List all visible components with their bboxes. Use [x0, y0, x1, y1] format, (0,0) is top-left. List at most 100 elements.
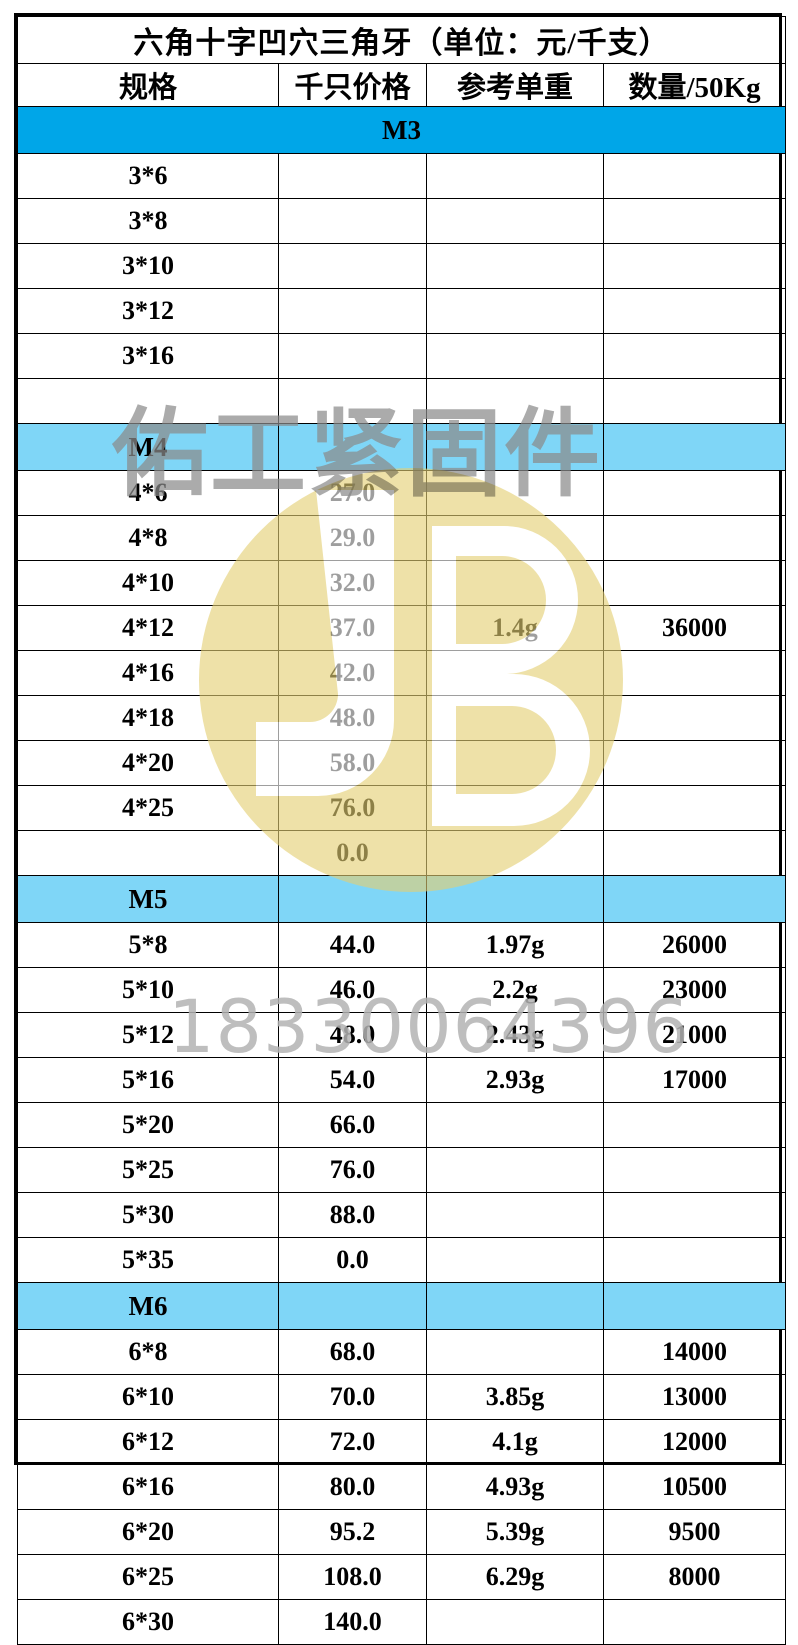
cell-weight [426, 1599, 604, 1645]
table-row: 3*8 [17, 198, 787, 244]
cell-qty [602, 740, 787, 786]
cell-qty: 14000 [602, 1329, 787, 1375]
cell-weight [426, 153, 604, 199]
cell-qty [602, 1599, 787, 1645]
table-row: 3*6 [17, 153, 787, 199]
group-header-label: M4 [17, 423, 279, 471]
table-title-row: 六角十字凹穴三角牙（单位：元/千支） [16, 16, 787, 64]
cell-qty: 10500 [602, 1464, 787, 1510]
cell-qty [602, 1147, 787, 1193]
cell-qty: 23000 [602, 967, 787, 1013]
cell-spec: 6*30 [17, 1599, 279, 1645]
group-header-filler [426, 875, 604, 923]
cell-qty [602, 243, 787, 289]
cell-price: 72.0 [278, 1419, 427, 1465]
table-row: 6*16 80.0 4.93g 10500 [17, 1464, 787, 1510]
cell-qty: 13000 [602, 1374, 787, 1420]
group-header-label: M5 [17, 875, 279, 923]
table-title-cell: 六角十字凹穴三角牙（单位：元/千支） [16, 16, 787, 64]
cell-weight [426, 243, 604, 289]
group-header-row: M5 [17, 875, 787, 923]
table-row: 6*25 108.0 6.29g 8000 [17, 1554, 787, 1600]
cell-spec: 4*8 [17, 515, 279, 561]
cell-qty: 36000 [602, 605, 787, 651]
table-row: 6*12 72.0 4.1g 12000 [17, 1419, 787, 1465]
cell-qty [602, 1102, 787, 1148]
cell-weight [426, 515, 604, 561]
column-header-1: 千只价格 [278, 63, 427, 107]
table-row: 4*6 27.0 [17, 470, 787, 516]
cell-price: 76.0 [278, 1147, 427, 1193]
cell-price: 88.0 [278, 1192, 427, 1238]
cell-price: 44.0 [278, 922, 427, 968]
group-header-label: M3 [16, 106, 787, 154]
cell-spec: 4*18 [17, 695, 279, 741]
cell-qty [602, 830, 787, 876]
group-header-filler [278, 1282, 427, 1330]
cell-price [278, 288, 427, 334]
table-row: 6*20 95.2 5.39g 9500 [17, 1509, 787, 1555]
cell-weight: 1.97g [426, 922, 604, 968]
price-table-frame: 六角十字凹穴三角牙（单位：元/千支） 规格 千只价格 参考单重 数量/50Kg M3 3*6… [14, 13, 787, 1645]
cell-spec: 4*12 [17, 605, 279, 651]
cell-qty [602, 695, 787, 741]
table-row: 5*10 46.0 2.2g 23000 [17, 967, 787, 1013]
cell-qty [602, 288, 787, 334]
cell-price: 108.0 [278, 1554, 427, 1600]
cell-spec: 5*35 [17, 1237, 279, 1283]
cell-weight [426, 1329, 604, 1375]
cell-spec: 5*16 [17, 1057, 279, 1103]
cell-spec [17, 378, 279, 424]
cell-price: 54.0 [278, 1057, 427, 1103]
cell-qty: 21000 [602, 1012, 787, 1058]
cell-spec: 5*8 [17, 922, 279, 968]
cell-spec: 6*16 [17, 1464, 279, 1510]
table-row: 4*10 32.0 [17, 560, 787, 606]
table-row: 5*20 66.0 [17, 1102, 787, 1148]
cell-qty [602, 515, 787, 561]
cell-price: 0.0 [278, 830, 427, 876]
cell-weight [426, 198, 604, 244]
cell-qty [602, 470, 787, 516]
cell-spec: 5*20 [17, 1102, 279, 1148]
table-row: 5*30 88.0 [17, 1192, 787, 1238]
cell-spec: 5*10 [17, 967, 279, 1013]
column-header-2: 参考单重 [426, 63, 604, 107]
cell-weight [426, 1102, 604, 1148]
table-row: 4*20 58.0 [17, 740, 787, 786]
cell-spec: 4*25 [17, 785, 279, 831]
table-row: 4*25 76.0 [17, 785, 787, 831]
cell-weight: 2.93g [426, 1057, 604, 1103]
cell-qty: 26000 [602, 922, 787, 968]
cell-weight [426, 333, 604, 379]
cell-qty: 9500 [602, 1509, 787, 1555]
group-header-row: M4 [17, 423, 787, 471]
table-row: 5*12 48.0 2.43g 21000 [17, 1012, 787, 1058]
cell-spec: 6*8 [17, 1329, 279, 1375]
table-row: 4*18 48.0 [17, 695, 787, 741]
cell-price: 76.0 [278, 785, 427, 831]
cell-weight: 1.4g [426, 605, 604, 651]
table-row: 6*10 70.0 3.85g 13000 [17, 1374, 787, 1420]
cell-weight: 6.29g [426, 1554, 604, 1600]
table-row: 3*12 [17, 288, 787, 334]
cell-weight [426, 470, 604, 516]
column-header-0: 规格 [17, 63, 279, 107]
table-row: 3*10 [17, 243, 787, 289]
cell-weight [426, 695, 604, 741]
cell-price: 29.0 [278, 515, 427, 561]
cell-price: 48.0 [278, 1012, 427, 1058]
cell-qty [602, 1192, 787, 1238]
cell-price: 46.0 [278, 967, 427, 1013]
cell-spec: 3*16 [17, 333, 279, 379]
group-header-filler [602, 875, 787, 923]
cell-spec: 5*30 [17, 1192, 279, 1238]
group-header-filler [426, 423, 604, 471]
cell-qty: 17000 [602, 1057, 787, 1103]
cell-weight: 2.2g [426, 967, 604, 1013]
table-row: 5*25 76.0 [17, 1147, 787, 1193]
cell-weight: 2.43g [426, 1012, 604, 1058]
cell-price: 68.0 [278, 1329, 427, 1375]
cell-qty: 12000 [602, 1419, 787, 1465]
table-row: 6*30 140.0 [17, 1599, 787, 1645]
